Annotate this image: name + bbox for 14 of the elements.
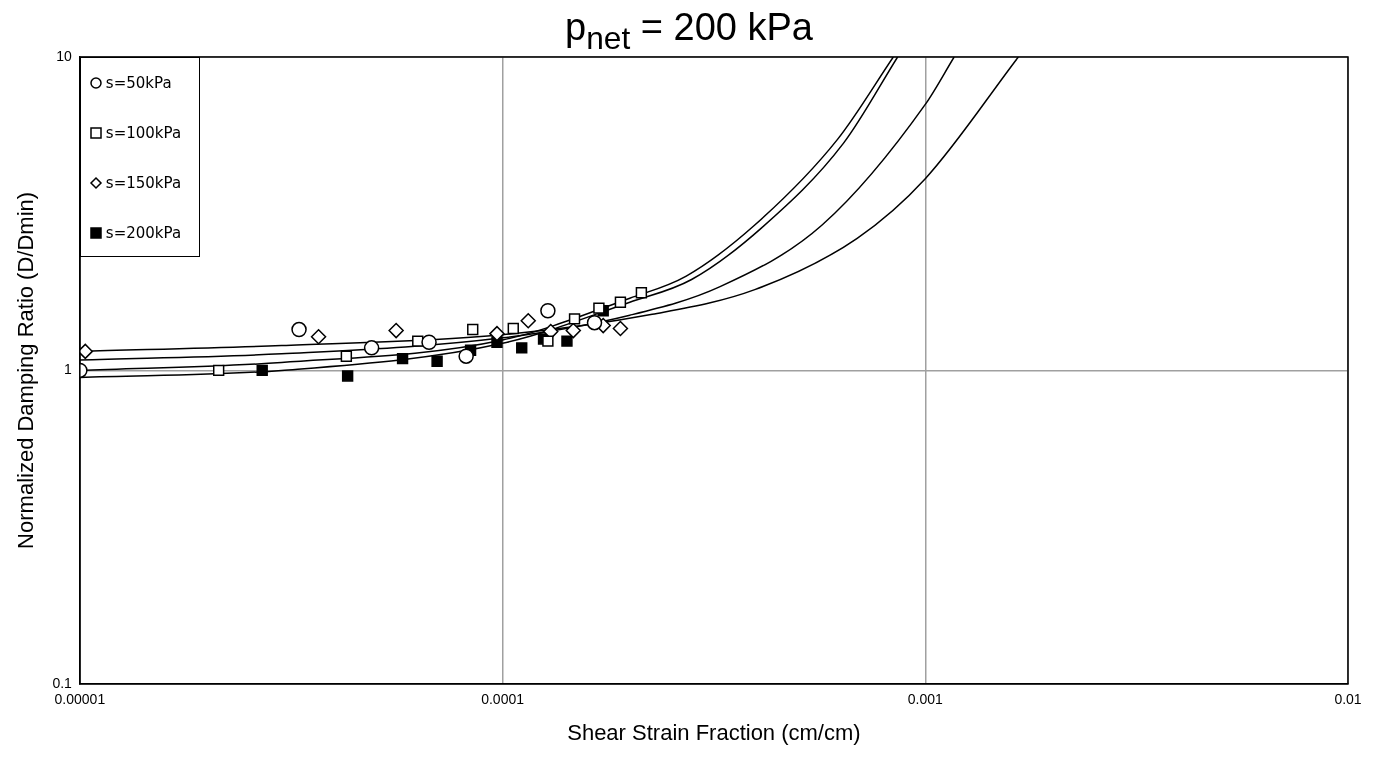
x-tick-label: 0.01	[1334, 691, 1362, 708]
legend-label: s=100kPa	[104, 123, 182, 144]
legend-label: s=50kPa	[104, 73, 173, 94]
y-tick-label: 1	[64, 361, 73, 378]
legend-label: s=150kPa	[104, 173, 182, 194]
y-tick-label: 0.1	[52, 674, 73, 691]
x-tick-label: 0.0001	[481, 691, 525, 708]
x-tick-label: 0.00001	[54, 691, 106, 708]
x-tick-label: 0.001	[907, 691, 944, 708]
legend-label: s=200kPa	[104, 223, 182, 244]
y-axis-title: Normalized Damping Ratio (D/Dmin)	[13, 191, 39, 549]
chart-title: p$_{net}$ = 200 kPa	[565, 6, 813, 56]
y-tick-label: 10	[56, 47, 73, 64]
x-axis-title: Shear Strain Fraction (cm/cm)	[567, 719, 861, 745]
